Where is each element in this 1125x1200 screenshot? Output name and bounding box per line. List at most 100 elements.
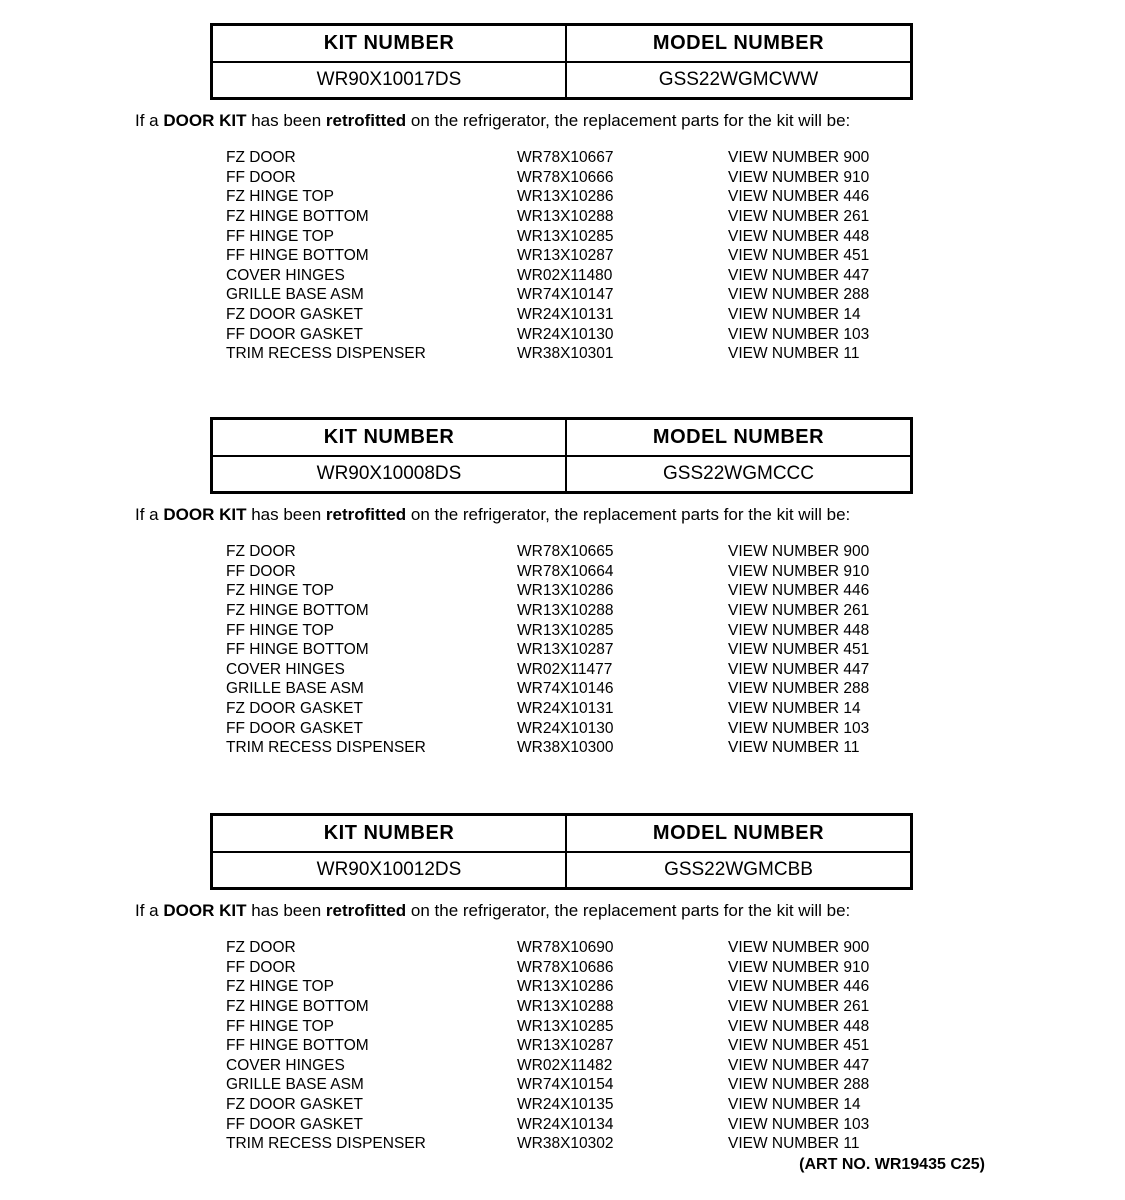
part-number: WR13X10286 xyxy=(517,582,614,600)
part-row: FZ HINGE BOTTOM WR13X10288 VIEW NUMBER 261 xyxy=(226,207,906,227)
model-number-value: GSS22WGMCBB xyxy=(664,859,813,880)
view-number: VIEW NUMBER 910 xyxy=(728,958,870,976)
part-number: WR78X10690 xyxy=(517,939,614,956)
part-row: TRIM RECESS DISPENSER WR38X10302 VIEW NUMB… xyxy=(226,1134,906,1154)
part-row: FF DOOR GASKET WR24X10130 VIEW NUMBER 103 xyxy=(226,325,906,345)
part-row: FZ DOOR WR78X10665 VIEW NUMBER 900 xyxy=(226,542,906,562)
part-name: FZ DOOR GASKET xyxy=(226,1096,363,1114)
model-number-value: GSS22WGMCWW xyxy=(658,69,819,90)
part-name: FF DOOR GASKET xyxy=(226,719,363,737)
kit-section-3: KIT NUMBER MODEL NUMBER WR90X10012DS GSS… xyxy=(0,813,1125,1154)
view-number: VIEW NUMBER 910 xyxy=(728,562,870,580)
note-text: If a xyxy=(135,901,164,920)
view-number: VIEW NUMBER 14 xyxy=(728,1096,861,1114)
part-number: WR13X10287 xyxy=(517,1037,614,1055)
view-number: VIEW NUMBER 11 xyxy=(728,345,860,363)
part-name: FZ DOOR xyxy=(226,149,296,166)
view-number: VIEW NUMBER 900 xyxy=(728,149,870,166)
note-bold-door-kit: DOOR KIT xyxy=(163,901,247,920)
parts-list: FZ DOOR WR78X10667 VIEW NUMBER 900 FF DOOR W… xyxy=(226,148,906,364)
part-row: FF HINGE BOTTOM WR13X10287 VIEW NUMBER 451 xyxy=(226,640,906,660)
part-name: FF HINGE BOTTOM xyxy=(226,247,369,265)
note-text: on the refrigerator, the replacement par… xyxy=(406,505,851,524)
part-name: FZ HINGE BOTTOM xyxy=(226,601,369,619)
parts-list: FZ DOOR WR78X10665 VIEW NUMBER 900 FF DOOR W… xyxy=(226,542,906,758)
view-number: VIEW NUMBER 103 xyxy=(728,719,870,737)
part-number: WR13X10287 xyxy=(517,247,614,265)
part-row: FF HINGE BOTTOM WR13X10287 VIEW NUMBER 451 xyxy=(226,1036,906,1056)
view-number: VIEW NUMBER 288 xyxy=(728,680,870,698)
part-number: WR13X10286 xyxy=(517,188,614,206)
part-row: TRIM RECESS DISPENSER WR38X10300 VIEW NUMB… xyxy=(226,738,906,758)
part-row: FZ HINGE TOP WR13X10286 VIEW NUMBER 446 xyxy=(226,977,906,997)
part-name: FF DOOR GASKET xyxy=(226,325,363,343)
retrofit-note: If a DOOR KIT has been retrofitted on th… xyxy=(135,901,1125,921)
note-bold-retrofitted: retrofitted xyxy=(325,901,407,920)
part-row: FZ DOOR GASKET WR24X10135 VIEW NUMBER 14 xyxy=(226,1095,906,1115)
part-name: FF HINGE BOTTOM xyxy=(226,641,369,659)
part-name: TRIM RECESS DISPENSER xyxy=(226,1135,426,1153)
part-name: FZ HINGE TOP xyxy=(226,978,334,996)
parts-list: FZ DOOR WR78X10690 VIEW NUMBER 900 FF DOOR W… xyxy=(226,938,906,1154)
part-number: WR13X10288 xyxy=(517,601,614,619)
part-number: WR78X10665 xyxy=(517,543,614,560)
part-row: COVER HINGES WR02X11482 VIEW NUMBER 447 xyxy=(226,1056,906,1076)
note-text: has been xyxy=(246,111,326,130)
model-number-header: MODEL NUMBER xyxy=(652,426,825,448)
kit-number-value: WR90X10008DS xyxy=(213,457,567,491)
view-number: VIEW NUMBER 448 xyxy=(728,621,870,639)
view-number: VIEW NUMBER 261 xyxy=(728,601,870,619)
part-row: FF HINGE TOP WR13X10285 VIEW NUMBER 448 xyxy=(226,621,906,641)
view-number: VIEW NUMBER 261 xyxy=(728,997,870,1015)
part-number: WR78X10666 xyxy=(517,168,614,186)
kit-section-2: KIT NUMBER MODEL NUMBER WR90X10008DS GSS… xyxy=(0,417,1125,758)
view-number: VIEW NUMBER 451 xyxy=(728,1037,870,1055)
part-row: FZ HINGE BOTTOM WR13X10288 VIEW NUMBER 261 xyxy=(226,601,906,621)
table-header-row: KIT NUMBER MODEL NUMBER xyxy=(213,816,910,853)
note-text: If a xyxy=(135,505,164,524)
view-number: VIEW NUMBER 910 xyxy=(728,168,870,186)
view-number: VIEW NUMBER 447 xyxy=(728,1056,870,1074)
part-name: FZ HINGE BOTTOM xyxy=(226,997,369,1015)
part-number: WR78X10664 xyxy=(517,562,614,580)
part-number: WR02X11480 xyxy=(517,266,613,284)
part-number: WR24X10135 xyxy=(517,1096,614,1114)
note-text: on the refrigerator, the replacement par… xyxy=(406,111,851,130)
part-number: WR78X10667 xyxy=(517,149,614,166)
view-number: VIEW NUMBER 448 xyxy=(728,227,870,245)
view-number: VIEW NUMBER 900 xyxy=(728,543,870,560)
part-name: FF HINGE BOTTOM xyxy=(226,1037,369,1055)
part-number: WR78X10686 xyxy=(517,958,614,976)
part-name: FZ DOOR GASKET xyxy=(226,306,363,324)
kit-number-header: KIT NUMBER xyxy=(213,420,567,455)
view-number: VIEW NUMBER 103 xyxy=(728,1115,870,1133)
part-name: GRILLE BASE ASM xyxy=(226,680,364,698)
part-name: FZ HINGE TOP xyxy=(226,582,334,600)
art-number: (ART NO. WR19435 C25) xyxy=(799,1156,985,1173)
kit-section-1: KIT NUMBER MODEL NUMBER WR90X10017DS GSS… xyxy=(0,23,1125,364)
part-number: WR02X11477 xyxy=(517,660,613,678)
part-number: WR13X10285 xyxy=(517,227,614,245)
part-number: WR24X10130 xyxy=(517,325,614,343)
part-row: FZ DOOR WR78X10690 VIEW NUMBER 900 xyxy=(226,938,906,958)
part-row: GRILLE BASE ASM WR74X10147 VIEW NUMBER 288 xyxy=(226,285,906,305)
part-number: WR74X10146 xyxy=(517,680,614,698)
part-number: WR24X10131 xyxy=(517,306,614,324)
part-name: COVER HINGES xyxy=(226,266,345,284)
part-number: WR74X10154 xyxy=(517,1076,614,1094)
part-name: FF DOOR xyxy=(226,168,296,186)
part-name: FZ HINGE TOP xyxy=(226,188,334,206)
part-number: WR13X10288 xyxy=(517,207,614,225)
view-number: VIEW NUMBER 288 xyxy=(728,1076,870,1094)
kit-model-table: KIT NUMBER MODEL NUMBER WR90X10008DS GSS… xyxy=(210,417,913,494)
view-number: VIEW NUMBER 14 xyxy=(728,306,861,324)
table-value-row: WR90X10017DS GSS22WGMCWW xyxy=(213,63,910,97)
part-name: FZ DOOR xyxy=(226,543,296,560)
table-value-row: WR90X10008DS GSS22WGMCCC xyxy=(213,457,910,491)
note-text: has been xyxy=(246,901,326,920)
part-number: WR38X10300 xyxy=(517,739,614,757)
part-number: WR38X10302 xyxy=(517,1135,614,1153)
view-number: VIEW NUMBER 451 xyxy=(728,641,870,659)
part-row: COVER HINGES WR02X11480 VIEW NUMBER 447 xyxy=(226,266,906,286)
